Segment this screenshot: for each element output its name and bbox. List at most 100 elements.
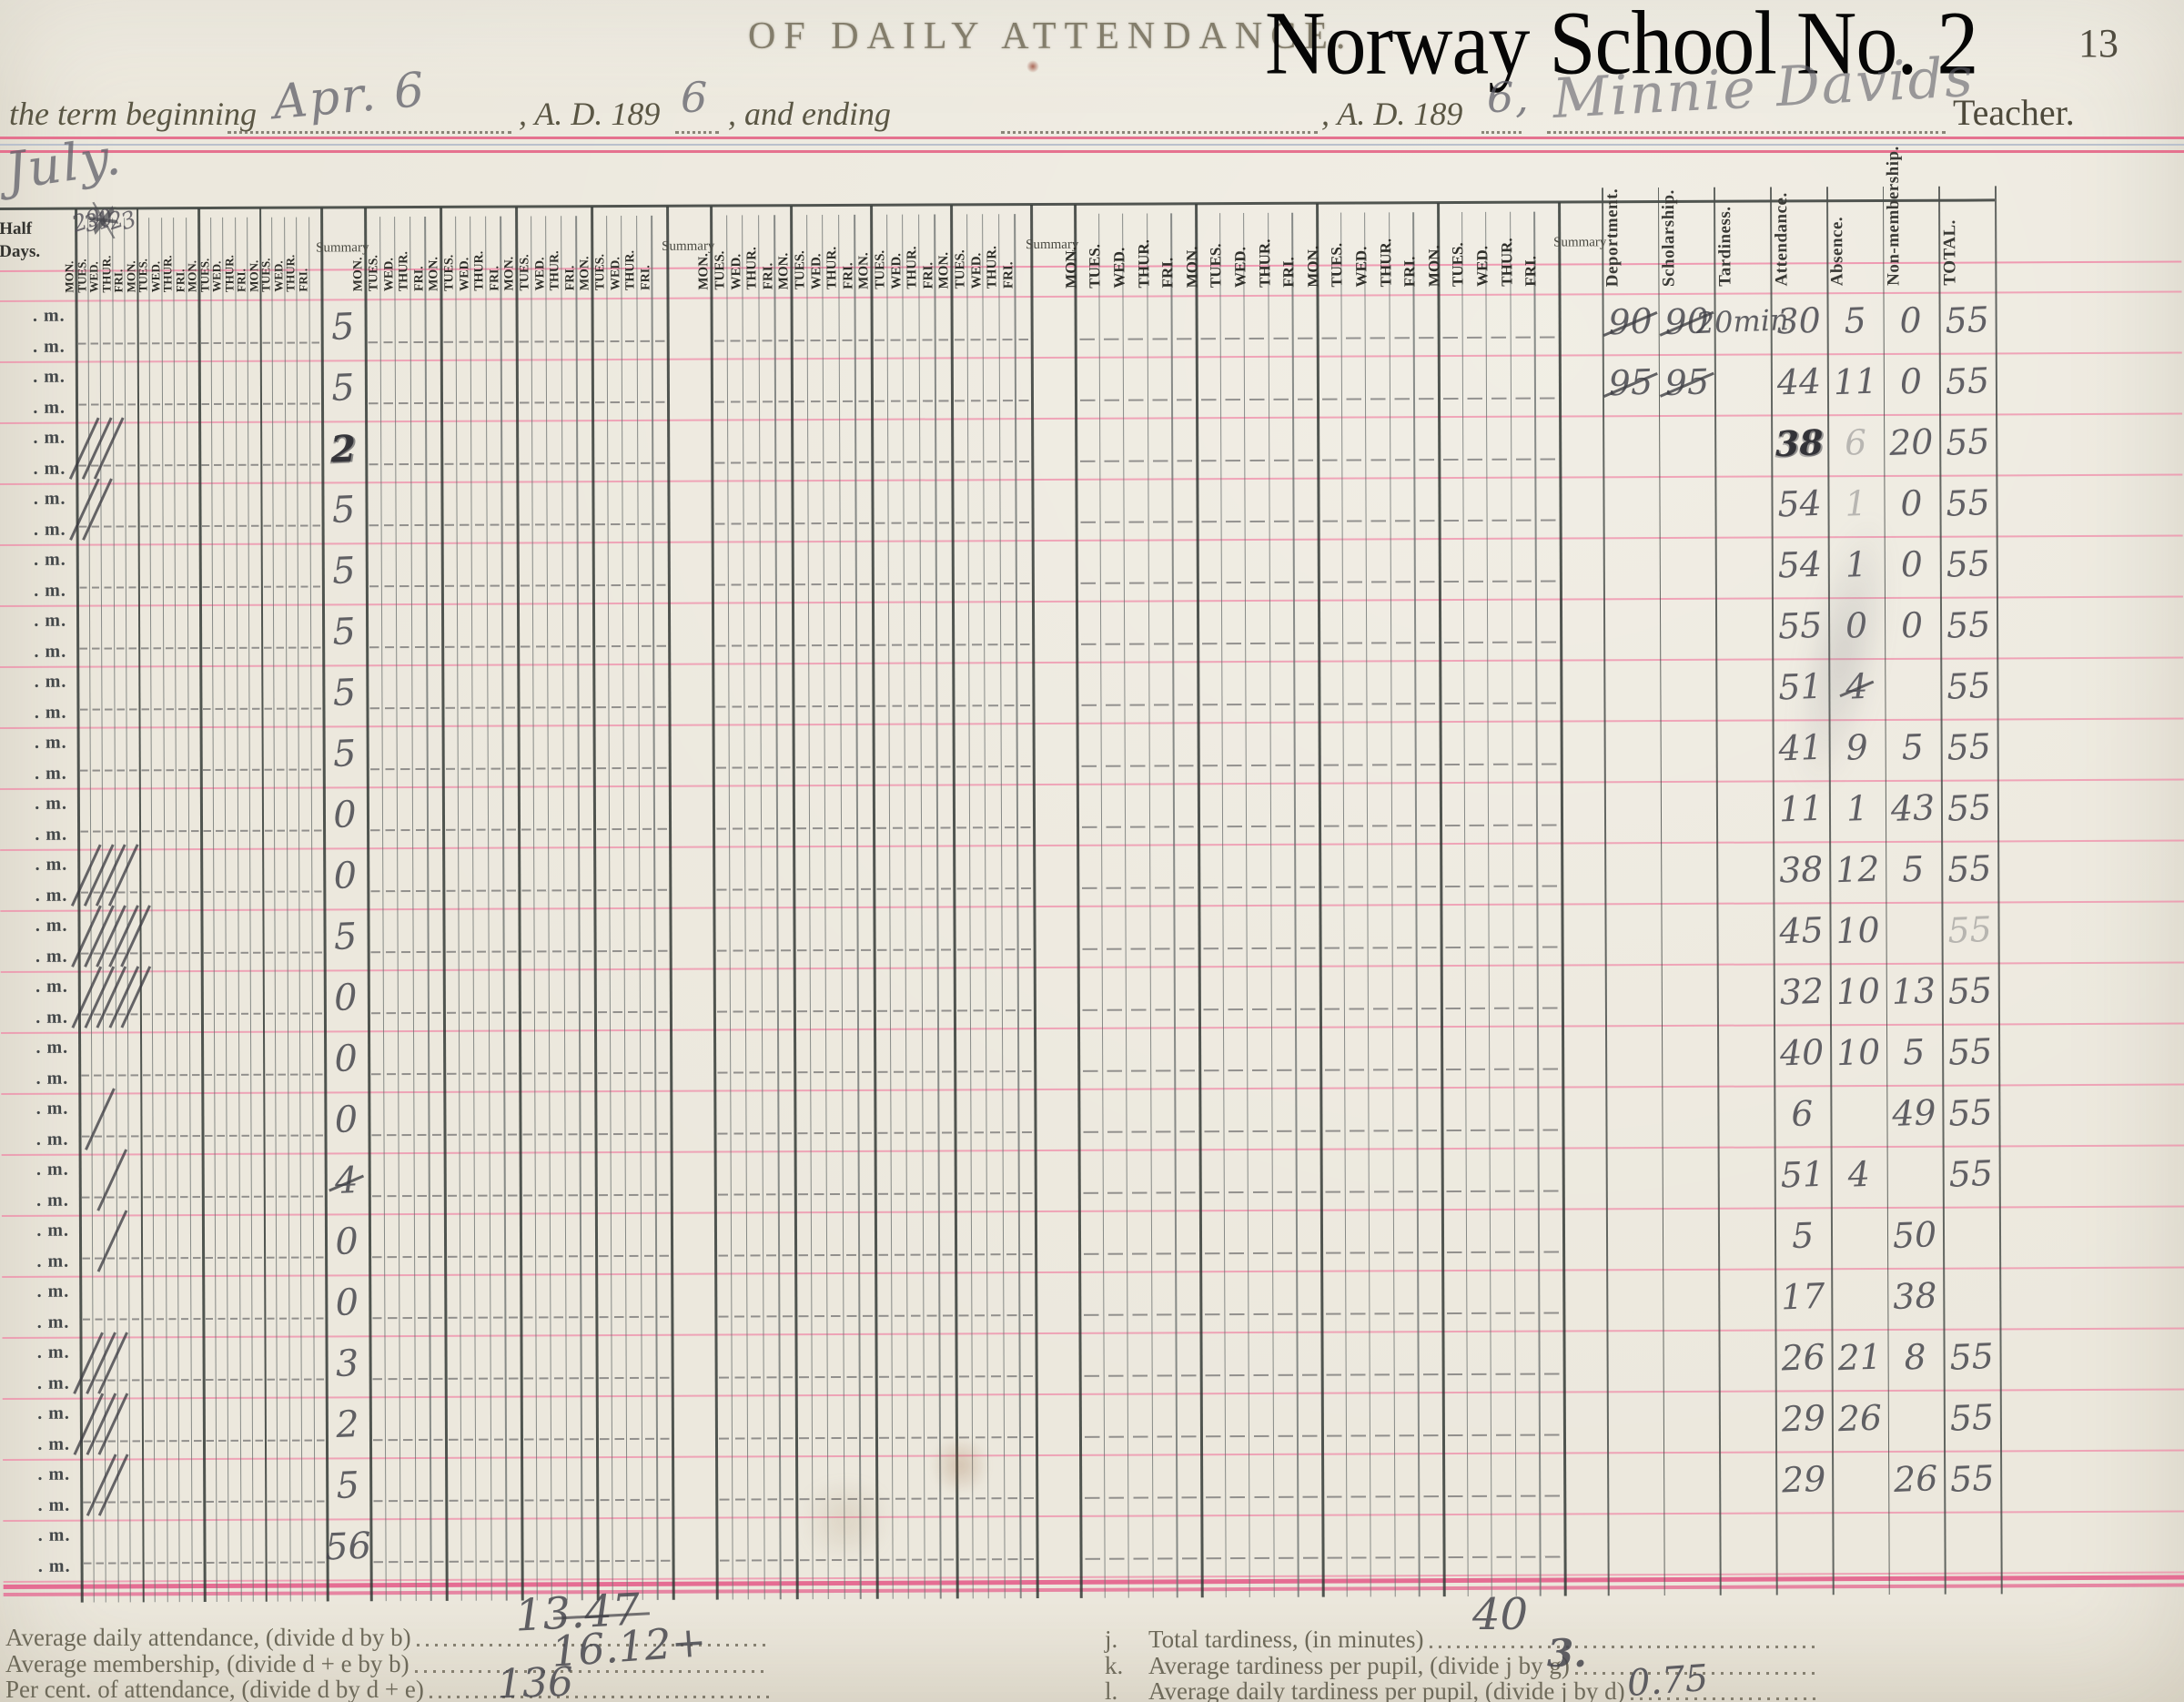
strike-mark: [1659, 371, 1714, 398]
tally-slash: [107, 844, 138, 907]
day-column-label: THUR.: [1255, 238, 1274, 288]
am-pm-label: . m.: [35, 793, 67, 814]
stat-value-total: 55: [1946, 969, 1993, 1012]
half-days-corner-label: Half Days.: [0, 218, 41, 261]
day-column-label: FRI.: [1522, 256, 1540, 287]
day-column-label: WED.: [1473, 245, 1491, 287]
footer-label: Average daily tardiness per pupil, (divi…: [1148, 1677, 1625, 1702]
am-pm-label: . m.: [35, 824, 68, 845]
grid-column-line: [364, 208, 373, 1602]
stat-value-attendance: 38: [1778, 848, 1825, 891]
stats-column-label: Deportment.: [1603, 187, 1623, 288]
am-pm-label: . m.: [37, 1555, 71, 1576]
summary-value: 0: [332, 794, 358, 836]
am-pm-label: . m.: [35, 915, 68, 936]
stat-value-absence: 21: [1836, 1336, 1883, 1379]
grid-column-line: [258, 208, 268, 1602]
stat-value-total: 55: [1948, 1396, 1996, 1439]
stat-value-total: 55: [1946, 847, 1993, 890]
footer-line: j. Total tardiness, (in minutes): [1105, 1626, 1824, 1654]
term-year-2-handwritten: 6,: [1487, 73, 1531, 122]
stat-value-total: 55: [1944, 360, 1991, 402]
dotted-leader: [1429, 1646, 1818, 1648]
stat-value-absence: 6: [1843, 421, 1867, 463]
stat-value-non-membership: 0: [1900, 604, 1925, 646]
stats-column-label: TOTAL.: [1939, 219, 1960, 286]
stat-value-attendance: 29: [1781, 1458, 1827, 1501]
footer-line: Per cent. of attendance, (divide d by d …: [5, 1676, 775, 1702]
grid-column-line: [1437, 203, 1446, 1597]
day-column-label: FRI.: [921, 261, 936, 289]
dotted-leader: [429, 1696, 770, 1698]
stat-value-non-membership: 13: [1891, 970, 1937, 1012]
stat-value-total: 55: [1945, 542, 1991, 585]
stat-value-total: 55: [1945, 420, 1991, 463]
summary-column-label: Summary: [1553, 235, 1607, 250]
am-pm-label: . m.: [37, 1434, 71, 1454]
stat-value-attendance: 51: [1777, 665, 1824, 708]
day-column-label: TUES.: [442, 254, 457, 291]
stat-value-total: 55: [1946, 603, 1992, 646]
stat-value-deportment: 90: [1603, 300, 1658, 342]
day-column-label: MON.: [696, 253, 712, 290]
stat-value-non-membership: 49: [1891, 1092, 1937, 1134]
blank-line: [675, 131, 719, 134]
grid-column-line: [1195, 204, 1204, 1598]
stat-value-non-membership: 8: [1904, 1336, 1927, 1378]
stats-column-label: Attendance.: [1771, 192, 1791, 287]
day-column-label: FRI.: [234, 268, 248, 292]
grid-column-line: [1074, 204, 1083, 1598]
am-pm-label: . m.: [35, 1129, 69, 1150]
day-column-label: TUES.: [873, 249, 888, 289]
footer-key: j.: [1105, 1626, 1118, 1653]
pink-row-rule: [3, 1510, 2184, 1522]
stat-value-non-membership: 0: [1900, 543, 1925, 585]
day-column-label: THUR.: [1134, 239, 1153, 289]
stat-value-attendance: 54: [1776, 482, 1823, 525]
am-pm-label: . m.: [35, 1159, 69, 1180]
am-pm-label: . m.: [37, 1403, 70, 1423]
stat-value-absence: 1: [1844, 543, 1868, 585]
stat-value-non-membership: 5: [1902, 1031, 1926, 1073]
am-pm-label: . m.: [35, 946, 68, 967]
summary-value: 5: [335, 1464, 360, 1507]
summary-value: 5: [332, 916, 359, 958]
pct-attendance-value: 136: [496, 1658, 574, 1702]
stat-value-absence: 4: [1839, 666, 1875, 707]
stat-value-attendance: 44: [1775, 360, 1822, 403]
day-column-label: THUR.: [623, 249, 638, 291]
stat-value-attendance: 5: [1791, 1215, 1815, 1257]
day-column-label: THUR.: [397, 251, 411, 292]
day-column-label: MON.: [247, 259, 261, 292]
day-column-label: TUES.: [1328, 242, 1346, 288]
page-number: 13: [2078, 21, 2118, 66]
stat-value-attendance: 38: [1774, 421, 1825, 465]
grid-column-line: [790, 206, 799, 1600]
day-column-label: MON.: [1425, 245, 1443, 288]
am-pm-label: . m.: [36, 1281, 70, 1302]
am-pm-label: . m.: [35, 1068, 69, 1089]
day-column-label: MON.: [502, 256, 517, 291]
am-pm-label: . m.: [36, 1312, 70, 1332]
day-column-label: TUES.: [367, 255, 381, 292]
strike-mark: [1603, 371, 1659, 398]
stat-value-total: 55: [1946, 664, 1992, 707]
footer-label: Average daily attendance, (divide d by b…: [5, 1624, 411, 1651]
grid-column-line: [515, 207, 524, 1601]
day-column-label: MON.: [776, 252, 792, 290]
stat-value-absence: 4: [1846, 1153, 1871, 1195]
stat-value-attendance: 51: [1779, 1153, 1825, 1196]
stat-value-attendance: 29: [1780, 1397, 1826, 1440]
am-pm-label: . m.: [36, 1373, 70, 1393]
pink-rule: [0, 137, 2184, 139]
day-column-label: WED.: [1231, 247, 1249, 289]
stat-value-attendance: 11: [1777, 787, 1824, 830]
stat-value-total: 55: [1946, 786, 1993, 829]
am-pm-label: . m.: [36, 1251, 70, 1271]
pink-rule: [0, 150, 2184, 153]
am-pm-label: . m.: [32, 305, 66, 326]
day-column-label: MON.: [427, 257, 441, 291]
tally-slash: [96, 1149, 127, 1211]
day-column-label: TUES.: [136, 258, 150, 293]
